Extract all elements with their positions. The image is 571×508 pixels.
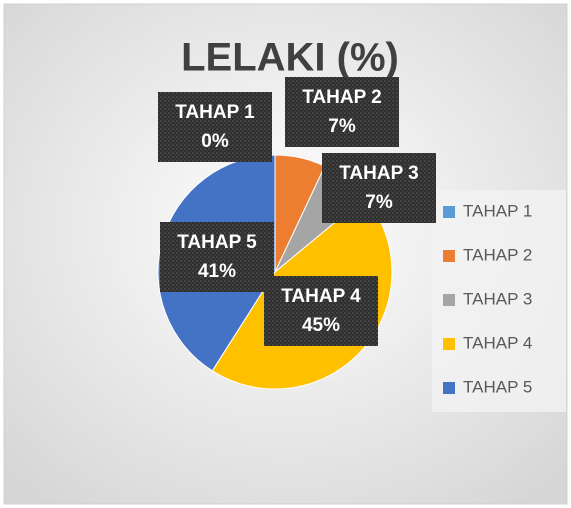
legend-swatch [443,294,455,306]
data-label-box [285,77,399,147]
chart-title: LELAKI (%) [181,36,399,80]
data-label-value: 7% [328,116,356,137]
data-label-box [160,222,274,292]
data-label-value: 7% [365,192,393,213]
data-label-category: TAHAP 3 [339,163,419,184]
data-label-box [264,276,378,346]
data-label-value: 45% [302,315,340,336]
legend-swatch [443,206,455,218]
data-label-value: 0% [201,131,229,152]
legend-label: TAHAP 3 [463,289,532,308]
legend-label: TAHAP 2 [463,245,532,264]
legend-label: TAHAP 1 [463,201,532,220]
legend-swatch [443,338,455,350]
data-label-category: TAHAP 1 [175,102,255,123]
data-label-category: TAHAP 2 [302,87,382,108]
legend-swatch [443,382,455,394]
data-label-value: 41% [198,261,236,282]
legend-label: TAHAP 5 [463,377,532,396]
legend-label: TAHAP 4 [463,333,532,352]
legend-swatch [443,250,455,262]
data-label-category: TAHAP 5 [177,232,257,253]
data-label-category: TAHAP 4 [281,286,361,307]
data-label-box [158,92,272,162]
data-label-box [322,153,436,223]
